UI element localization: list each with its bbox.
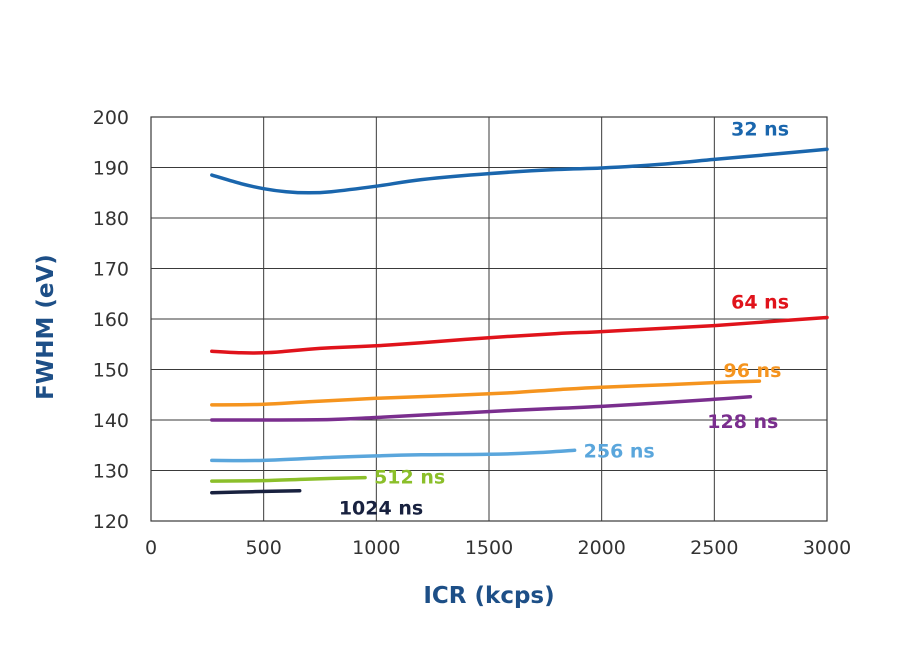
series-label-256-ns: 256 ns (584, 440, 655, 462)
y-tick-label: 140 (93, 410, 129, 432)
series-line-96-ns (210, 379, 762, 407)
y-tick-label: 200 (93, 107, 129, 129)
series-line-32-ns (210, 147, 829, 195)
x-tick-label: 1000 (352, 537, 400, 559)
y-tick-label: 190 (93, 158, 129, 180)
series-label-64-ns: 64 ns (731, 291, 789, 313)
y-axis-ticks: 120 130 140 150 160 170 180 190 200 (93, 107, 129, 533)
y-tick-label: 180 (93, 208, 129, 230)
y-tick-label: 150 (93, 360, 129, 382)
x-tick-label: 1500 (465, 537, 513, 559)
y-tick-label: 170 (93, 259, 129, 281)
x-tick-label: 2500 (690, 537, 738, 559)
x-axis-title: ICR (kcps) (423, 583, 554, 609)
series-lines (210, 147, 829, 495)
series-line-1024-ns (210, 488, 302, 495)
series-line-512-ns (210, 475, 367, 483)
series-line-64-ns (210, 315, 829, 355)
series-label-1024-ns: 1024 ns (339, 498, 423, 520)
series-label-32-ns: 32 ns (731, 118, 789, 140)
x-tick-label: 3000 (803, 537, 851, 559)
series-label-512-ns: 512 ns (374, 467, 445, 489)
series-line-256-ns (210, 448, 577, 463)
series-label-96-ns: 96 ns (724, 360, 782, 382)
series-line-128-ns (210, 395, 753, 422)
x-tick-label: 500 (246, 537, 282, 559)
x-axis-ticks: 0 500 1000 1500 2000 2500 3000 (145, 537, 851, 559)
y-axis-title: FWHM (eV) (33, 254, 59, 400)
y-tick-label: 160 (93, 309, 129, 331)
y-tick-label: 130 (93, 461, 129, 483)
y-tick-label: 120 (93, 511, 129, 533)
x-tick-label: 0 (145, 537, 157, 559)
series-labels: 32 ns 64 ns 96 ns 128 ns 256 ns 512 ns 1024 ns (339, 118, 789, 519)
x-tick-label: 2000 (577, 537, 625, 559)
series-label-128-ns: 128 ns (707, 411, 778, 433)
